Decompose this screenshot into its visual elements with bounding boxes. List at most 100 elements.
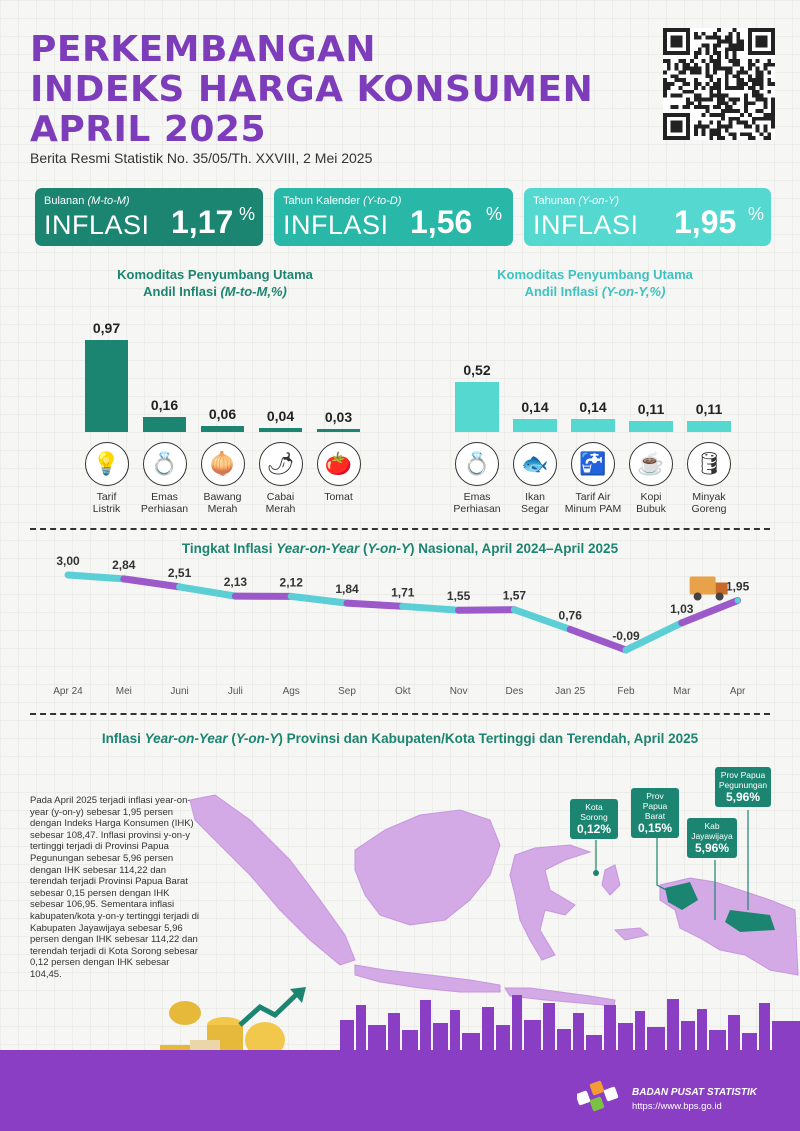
card-value: 1,56 <box>410 204 473 240</box>
bar-mtm-4 <box>317 429 360 432</box>
line-segment <box>287 592 351 607</box>
line-segment <box>120 575 184 591</box>
map-title-part: Year-on-Year <box>144 731 228 746</box>
line-segment <box>678 596 742 627</box>
bar-category-line: Emas <box>151 491 178 503</box>
card-inflation-yoy: Tahunan (Y-on-Y) INFLASI 1,95 % <box>524 188 771 246</box>
bar-category-label: Cabai Merah <box>249 491 313 515</box>
line-point <box>734 597 741 604</box>
bps-logo-icon[interactable] <box>577 1080 625 1116</box>
chart-mtm-title-line2: Andil Inflasi <box>143 284 221 299</box>
page-title: PERKEMBANGAN INDEKS HARGA KONSUMEN APRIL… <box>30 30 650 150</box>
map-section-title: Inflasi Year-on-Year (Y-on-Y) Provinsi d… <box>40 730 760 747</box>
line-value-label: 1,57 <box>503 589 527 603</box>
map-papua <box>659 877 799 976</box>
chart-yoy-title: Komoditas Penyumbang Utama Andil Inflasi… <box>440 266 750 300</box>
chart-mtm-title: Komoditas Penyumbang Utama Andil Inflasi… <box>60 266 370 300</box>
x-tick-label: Apr 24 <box>53 686 83 697</box>
line-chart: 3,00 Apr 24 2,84 Mei 2,51 Juni 2,13 Juli 2,12 Ags… <box>53 555 749 697</box>
line-segment <box>510 606 574 633</box>
card-value: 1,17 <box>171 204 234 240</box>
chart-yoy-title-line2: Andil Inflasi <box>524 284 602 299</box>
bar-yoy-4 <box>687 421 731 432</box>
page-subtitle: Berita Resmi Statistik No. 35/05/Th. XXV… <box>30 150 373 166</box>
title-line-3: APRIL 2025 <box>30 109 267 150</box>
bar-category-line: Bawang <box>203 491 242 503</box>
callout-kota-sorong: Kota Sorong 0,12% <box>570 799 618 839</box>
line-point <box>511 606 518 613</box>
title-line-1: PERKEMBANGAN <box>30 29 376 70</box>
divider <box>30 713 770 715</box>
tomato-icon: 🍅 <box>316 442 361 486</box>
bar-category-label: Tarif Air Minum PAM <box>561 491 625 515</box>
bar-value-label: 0,16 <box>150 396 179 413</box>
bar-category-label: Emas Perhiasan <box>133 491 197 515</box>
map-sulawesi <box>509 844 592 961</box>
bar-value-label: 0,11 <box>695 401 723 418</box>
bar-category-line: Segar <box>520 503 550 515</box>
card-period: Tahunan <box>533 195 579 207</box>
line-title-part: Year-on-Year <box>276 541 360 556</box>
bar-mtm-3 <box>259 428 302 432</box>
line-segment <box>343 599 407 610</box>
lightbulb-icon: 💡 <box>84 442 129 486</box>
bar-category-line: Minyak <box>692 491 726 503</box>
card-unit: % <box>239 204 256 224</box>
bar-value-label: 0,52 <box>463 362 491 378</box>
map-papua-barat-highlight <box>665 882 698 910</box>
line-value-label: 2,51 <box>168 566 192 580</box>
water-tap-icon: 🚰 <box>571 442 615 486</box>
divider <box>30 528 770 530</box>
bar-category-line: Perhiasan <box>140 503 189 515</box>
line-point <box>678 619 685 626</box>
map-title-part: ) Provinsi dan Kabupaten/Kota Tertinggi … <box>278 731 699 746</box>
map-kalimantan <box>354 809 501 926</box>
line-point <box>399 603 406 610</box>
line-point <box>232 593 239 600</box>
fish-icon: 🐟 <box>513 442 557 486</box>
x-tick-label: Mar <box>673 686 691 697</box>
line-title-part: ( <box>359 541 368 556</box>
map-maluku-south <box>613 927 650 941</box>
map-maluku <box>601 864 621 896</box>
inflation-note: Pada April 2025 terjadi inflasi year-on-… <box>30 795 199 980</box>
callout-jayawijaya: Kab Jayawijaya 5,96% <box>687 818 737 858</box>
line-title-part: Tingkat Inflasi <box>181 541 277 556</box>
line-point <box>176 583 183 590</box>
x-tick-label: Mei <box>116 686 132 697</box>
bar-mtm-1 <box>143 416 186 432</box>
x-tick-label: Feb <box>617 686 635 697</box>
callout-name: Prov Papua Barat <box>642 791 668 821</box>
bar-category-line: Ikan <box>525 491 545 503</box>
coffee-icon: ☕ <box>629 442 673 486</box>
line-segment <box>64 571 128 583</box>
callout-name: Prov Papua Pegunungan <box>718 770 768 790</box>
line-point <box>344 600 350 607</box>
bar-category-line: Bubuk <box>636 503 666 515</box>
line-point <box>455 607 462 614</box>
qr-code-icon[interactable] <box>663 28 775 140</box>
bar-value-label: 0,14 <box>521 398 549 415</box>
card-label: INFLASI <box>533 210 639 240</box>
line-point <box>120 575 127 582</box>
bar-category-label: Ikan Segar <box>503 491 567 515</box>
x-tick-label: Nov <box>450 686 468 697</box>
line-title-part: ) Nasional, April 2024–April 2025 <box>409 541 619 556</box>
map-title-part: Y-on-Y <box>235 731 279 746</box>
bps-org-name: BADAN PUSAT STATISTIK <box>632 1087 757 1098</box>
bar-value-label: 0,97 <box>92 320 121 336</box>
line-value-label: 2,84 <box>112 558 136 572</box>
bar-category-line: Goreng <box>691 503 727 515</box>
bar-category-line: Tarif Air <box>575 491 611 503</box>
map-java <box>354 964 501 993</box>
bps-url-link[interactable]: https://www.bps.go.id <box>632 1101 722 1112</box>
indonesia-map <box>189 794 799 1007</box>
line-title-part: Y-on-Y <box>367 541 410 556</box>
callout-value: 0,15% <box>637 821 673 835</box>
chart-yoy-title-code: (Y-on-Y,%) <box>601 284 666 299</box>
bar-category-line: Cabai <box>266 491 295 503</box>
callout-value: 5,96% <box>694 841 730 855</box>
bar-category-line: Merah <box>207 503 238 515</box>
callout-connector <box>656 835 671 893</box>
bar-category-label: Bawang Merah <box>191 491 255 515</box>
